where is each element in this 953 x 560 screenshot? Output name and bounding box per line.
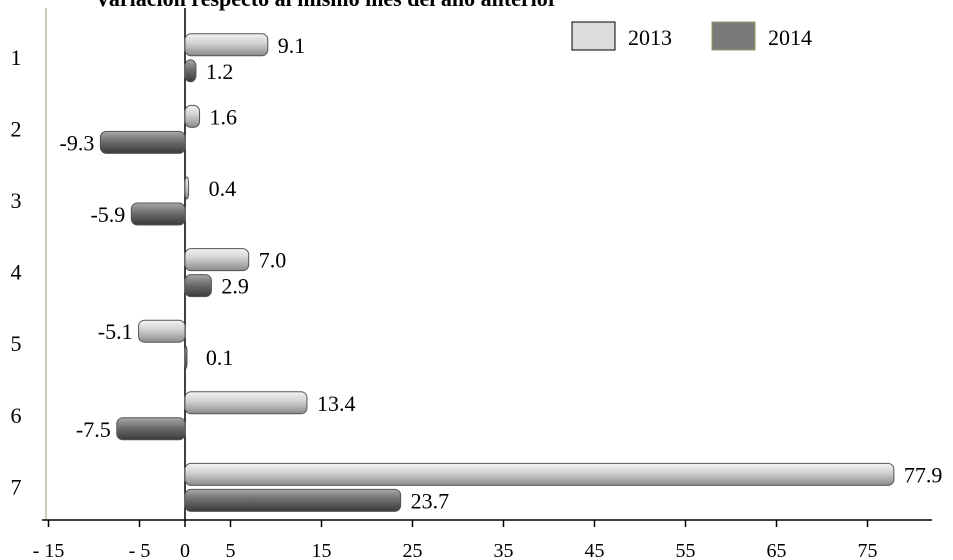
bar-2014-7 bbox=[184, 488, 402, 512]
bar-2013-6 bbox=[184, 391, 308, 415]
x-tick-label: 75 bbox=[858, 540, 878, 560]
data-label: 0.1 bbox=[206, 345, 234, 370]
bar-2014-3 bbox=[130, 202, 186, 226]
data-label: 9.1 bbox=[278, 33, 306, 58]
data-label: 7.0 bbox=[259, 248, 287, 273]
x-tick-label: - 15 bbox=[33, 540, 65, 560]
x-tick-label: 5 bbox=[226, 540, 236, 560]
data-label: 77.9 bbox=[904, 462, 943, 487]
x-tick-label: 65 bbox=[767, 540, 787, 560]
legend-swatch-2014 bbox=[711, 21, 756, 51]
x-tick-label: 45 bbox=[585, 540, 605, 560]
data-label: 13.4 bbox=[317, 391, 356, 416]
x-tick-label: 15 bbox=[312, 540, 332, 560]
x-tick-label: 25 bbox=[403, 540, 423, 560]
data-label: 0.4 bbox=[209, 176, 237, 201]
data-label: -5.9 bbox=[90, 202, 125, 227]
legend-label-2014: 2014 bbox=[768, 25, 812, 50]
x-tick-label: 35 bbox=[494, 540, 514, 560]
chart-title: Variación respecto al mismo mes del año … bbox=[95, 0, 558, 12]
category-label: 1 bbox=[11, 45, 22, 70]
data-label: 1.2 bbox=[206, 59, 234, 84]
data-label: 1.6 bbox=[210, 104, 238, 129]
bar-2014-1 bbox=[184, 59, 197, 83]
bar-2013-4 bbox=[184, 248, 250, 272]
bar-2014-4 bbox=[184, 274, 212, 298]
bar-2013-1 bbox=[184, 33, 269, 57]
bar-2014-6 bbox=[116, 417, 186, 441]
bar-2014-5 bbox=[184, 345, 188, 369]
category-label: 6 bbox=[11, 403, 22, 428]
x-tick-label: 55 bbox=[676, 540, 696, 560]
data-label: -5.1 bbox=[98, 319, 133, 344]
category-label: 3 bbox=[11, 188, 22, 213]
legend-swatch-2013 bbox=[571, 21, 616, 51]
category-label: 2 bbox=[11, 116, 22, 141]
x-tick-label: 0 bbox=[180, 540, 190, 560]
bar-2013-7 bbox=[184, 462, 895, 486]
data-label: 23.7 bbox=[411, 488, 450, 513]
category-label: 5 bbox=[11, 331, 22, 356]
bar-2013-3 bbox=[184, 176, 190, 200]
x-tick-label: - 5 bbox=[129, 540, 151, 560]
bar-2013-5 bbox=[138, 319, 186, 343]
legend-label-2013: 2013 bbox=[628, 25, 672, 50]
data-label: -9.3 bbox=[60, 130, 95, 155]
data-label: -7.5 bbox=[76, 417, 111, 442]
category-label: 4 bbox=[11, 260, 22, 285]
category-label: 7 bbox=[11, 474, 22, 499]
bar-2013-2 bbox=[184, 104, 201, 128]
data-label: 2.9 bbox=[221, 274, 249, 299]
bar-2014-2 bbox=[99, 130, 186, 154]
